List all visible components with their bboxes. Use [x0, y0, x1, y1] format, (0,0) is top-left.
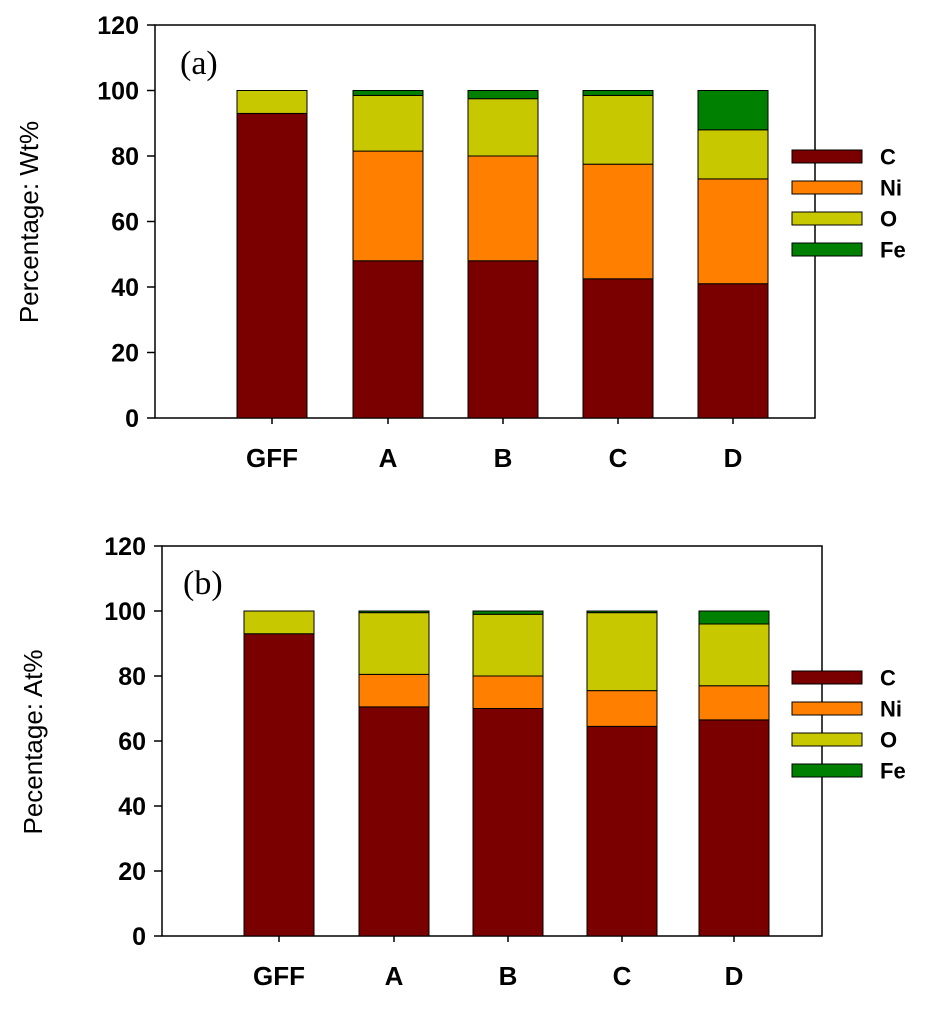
y-tick-label: 40	[118, 793, 146, 821]
bar-segment-d-fe	[697, 90, 769, 131]
bar-segment-d-ni	[697, 178, 769, 285]
bar-segment-b-ni	[472, 675, 544, 709]
legend-swatch-o	[791, 732, 863, 747]
y-tick-label: 80	[111, 143, 139, 171]
bar-segment-a-fe	[358, 610, 430, 614]
y-tick-label: 120	[97, 12, 139, 40]
y-tick-label: 0	[125, 405, 139, 433]
x-tick-label: C	[613, 961, 632, 991]
legend-swatch-c	[791, 670, 863, 685]
legend-swatch-ni	[791, 701, 863, 716]
legend: C Ni O Fe	[791, 666, 906, 784]
bar-segment-d-c	[697, 283, 769, 419]
y-tick-label: 40	[111, 274, 139, 302]
bar-segment-a-o	[352, 94, 424, 152]
chart-panel-a: 0 20 40 60 80 100 120 Percentage: Wt% (a) GFF A B C D…	[14, 12, 906, 473]
y-tick-label: 60	[118, 728, 146, 756]
legend-label-fe: Fe	[880, 759, 906, 784]
x-tick-label: A	[379, 443, 398, 473]
bar-segment-b-o	[467, 98, 539, 157]
x-tick-label: B	[499, 961, 518, 991]
bar-segment-c-fe	[582, 90, 654, 96]
bar-segment-c-c	[582, 278, 654, 419]
y-axis-title: Percentage: Wt%	[14, 121, 44, 323]
x-tick-label: B	[494, 443, 513, 473]
bar-segment-gff-c	[243, 633, 315, 937]
y-tick-label: 120	[104, 533, 146, 561]
bar-segment-gff-c	[236, 112, 308, 419]
legend-label-c: C	[880, 145, 896, 170]
bar-segment-c-fe	[586, 610, 658, 614]
bar-segment-b-fe	[472, 610, 544, 615]
panel-label: (a)	[180, 45, 218, 82]
bar-segment-b-ni	[467, 155, 539, 262]
bar-segment-d-o	[697, 129, 769, 180]
y-tick-label: 20	[118, 858, 146, 886]
y-tick-label: 60	[111, 209, 139, 237]
x-tick-label: D	[725, 961, 744, 991]
y-tick-label: 100	[97, 78, 139, 106]
legend-label-ni: Ni	[880, 176, 902, 201]
bar-segment-a-o	[358, 612, 430, 675]
bar-segment-gff-o	[236, 90, 308, 114]
bar-segment-b-c	[467, 260, 539, 419]
x-tick-label: GFF	[246, 443, 298, 473]
bar-segment-c-o	[582, 94, 654, 165]
bar-segment-a-c	[358, 706, 430, 937]
legend-swatch-o	[791, 211, 863, 226]
x-tick-label: C	[609, 443, 628, 473]
bar-segment-d-fe	[698, 610, 770, 625]
legend-swatch-fe	[791, 242, 863, 257]
bar-segment-d-ni	[698, 685, 770, 721]
bar-segment-b-fe	[467, 90, 539, 100]
bar-segment-d-c	[698, 719, 770, 937]
y-tick-label: 0	[132, 923, 146, 951]
legend-swatch-c	[791, 149, 863, 164]
chart-panel-b: 0 20 40 60 80 100 120 Pecentage: At% (b) GFF A B C D C…	[18, 533, 906, 991]
bar-segment-a-ni	[358, 673, 430, 708]
bar-segment-gff-o	[243, 610, 315, 635]
bar-segment-a-ni	[352, 150, 424, 262]
x-tick-label: A	[385, 961, 404, 991]
y-axis-title: Pecentage: At%	[18, 649, 48, 834]
y-tick-label: 80	[118, 663, 146, 691]
y-tick-label: 100	[104, 598, 146, 626]
legend: C Ni O Fe	[791, 145, 906, 263]
bar-segment-b-c	[472, 708, 544, 937]
bar-segment-c-o	[586, 612, 658, 692]
x-tick-label: GFF	[253, 961, 305, 991]
legend-label-o: O	[880, 728, 897, 753]
bar-segment-c-c	[586, 725, 658, 937]
bar-segment-d-o	[698, 623, 770, 687]
y-tick-label: 20	[111, 340, 139, 368]
legend-label-o: O	[880, 207, 897, 232]
legend-swatch-fe	[791, 763, 863, 778]
panel-label: (b)	[183, 565, 223, 602]
bar-segment-b-o	[472, 613, 544, 677]
legend-label-ni: Ni	[880, 697, 902, 722]
bar-segment-c-ni	[586, 690, 658, 727]
legend-swatch-ni	[791, 180, 863, 195]
bar-segment-a-fe	[352, 90, 424, 96]
x-tick-label: D	[724, 443, 743, 473]
bar-segment-a-c	[352, 260, 424, 419]
legend-label-fe: Fe	[880, 238, 906, 263]
bar-segment-c-ni	[582, 163, 654, 280]
legend-label-c: C	[880, 666, 896, 691]
